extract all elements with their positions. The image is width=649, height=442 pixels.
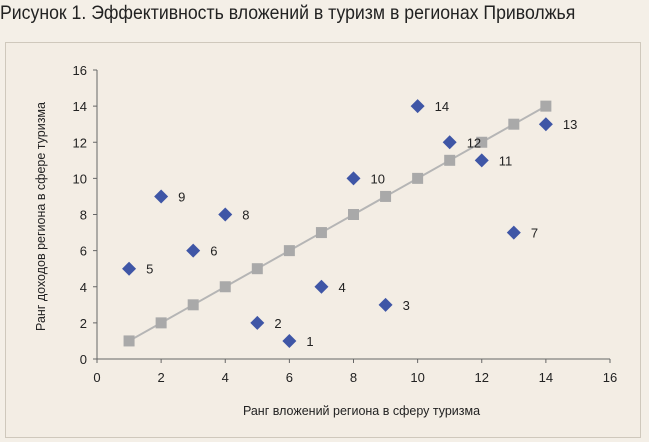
diamond-marker	[314, 279, 329, 294]
x-tick-label: 14	[539, 370, 553, 385]
point-label: 1	[306, 334, 313, 349]
chart-frame	[5, 42, 641, 438]
y-tick-label: 12	[73, 135, 87, 150]
square-marker	[283, 245, 295, 257]
diamond-marker	[346, 171, 361, 186]
y-tick-label: 0	[80, 352, 87, 367]
point-label: 3	[403, 298, 410, 313]
diamond-marker	[282, 333, 297, 348]
point-label: 6	[210, 244, 217, 259]
square-marker	[123, 335, 135, 347]
y-tick-label: 16	[73, 63, 87, 78]
point-label: 2	[274, 316, 281, 331]
point-label: 5	[146, 262, 153, 277]
point-label: 11	[499, 153, 513, 168]
square-marker	[187, 299, 199, 311]
diamond-marker	[154, 189, 169, 204]
square-marker	[476, 136, 488, 148]
square-marker	[540, 100, 552, 112]
diamond-marker	[186, 243, 201, 258]
y-axis-title: Ранг доходов региона в сфере туризма	[34, 102, 48, 331]
y-tick-label: 4	[80, 280, 87, 295]
square-marker	[444, 154, 456, 166]
point-label: 13	[563, 117, 577, 132]
x-axis-title: Ранг вложений региона в сферу туризма	[243, 404, 480, 418]
square-marker	[508, 118, 520, 130]
square-marker	[412, 172, 424, 184]
point-label: 10	[371, 171, 385, 186]
figure-title: Рисунок 1. Эффективность вложений в тури…	[0, 3, 576, 24]
x-tick-label: 0	[93, 370, 100, 385]
x-tick-label: 16	[603, 370, 617, 385]
diamond-marker	[442, 135, 457, 150]
x-tick-label: 12	[475, 370, 489, 385]
diamond-marker	[538, 117, 553, 132]
x-tick-label: 10	[410, 370, 424, 385]
square-marker	[251, 263, 263, 275]
y-tick-label: 8	[80, 208, 87, 223]
point-label: 4	[338, 280, 345, 295]
x-tick-label: 4	[222, 370, 229, 385]
diamond-marker	[218, 207, 233, 222]
square-marker	[155, 317, 167, 329]
point-label: 14	[435, 99, 449, 114]
point-label: 9	[178, 189, 185, 204]
square-marker	[219, 281, 231, 293]
x-tick-label: 6	[286, 370, 293, 385]
y-tick-label: 10	[73, 171, 87, 186]
reference-line-series	[123, 100, 552, 347]
square-marker	[348, 209, 359, 220]
diamond-marker	[474, 153, 489, 168]
square-marker	[380, 190, 392, 202]
y-tick-label: 14	[73, 99, 87, 114]
diamond-marker	[410, 99, 425, 114]
y-tick-label: 2	[80, 316, 87, 331]
diamond-marker	[378, 297, 393, 312]
diamond-marker	[122, 261, 137, 276]
point-label: 7	[531, 226, 538, 241]
y-tick-label: 6	[80, 244, 87, 259]
square-marker	[315, 227, 327, 239]
diamond-marker	[250, 315, 265, 330]
x-tick-label: 2	[158, 370, 165, 385]
point-label: 12	[467, 135, 481, 150]
point-label: 8	[242, 208, 249, 223]
diamond-marker	[506, 225, 521, 240]
x-tick-label: 8	[350, 370, 357, 385]
